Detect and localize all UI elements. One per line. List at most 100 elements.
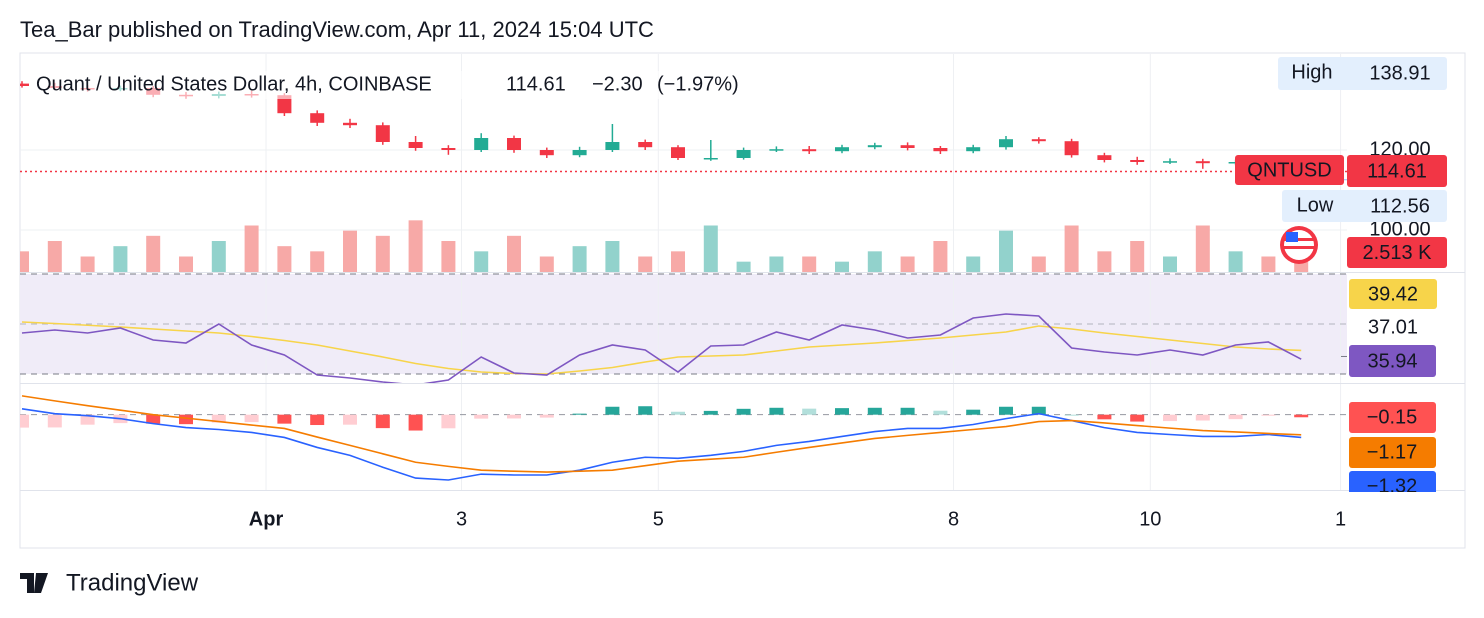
volume-bar	[1228, 251, 1243, 272]
volume-bar	[474, 251, 489, 272]
macd-signal-label-box	[1349, 437, 1436, 468]
macd-histogram-bar	[638, 406, 653, 415]
volume-bar	[933, 241, 948, 272]
high-box	[1278, 57, 1447, 90]
volume-bar	[769, 256, 784, 272]
volume-bar	[835, 261, 849, 272]
volume-bar	[1163, 256, 1177, 272]
macd-signal-label: −1.17	[1367, 441, 1418, 463]
volume-bar	[572, 246, 587, 272]
volume-bar	[1097, 251, 1112, 272]
low-box	[1282, 190, 1447, 222]
volume-bar	[80, 256, 95, 272]
volume-label: 2.513 K	[1363, 242, 1433, 264]
x-tick-label: 10	[1139, 508, 1161, 530]
candle-body	[1097, 155, 1112, 160]
macd-histogram-bar	[1294, 414, 1309, 418]
volume-bar	[507, 235, 521, 272]
candle-body	[507, 138, 521, 150]
low-label: Low	[1297, 194, 1334, 216]
header-price: 114.61	[506, 73, 566, 95]
macd-histogram-bar	[310, 414, 325, 426]
macd-histogram-bar	[933, 410, 948, 415]
volume-bar	[539, 256, 554, 272]
candle-body	[1130, 160, 1145, 162]
macd-histogram-bar	[572, 413, 587, 415]
x-tick-label: 5	[653, 508, 664, 530]
footer-brand: TradingView	[66, 569, 199, 596]
volume-bar	[211, 241, 226, 272]
candle-body	[999, 139, 1013, 148]
volume-bar	[179, 256, 193, 272]
x-tick-label: Apr	[249, 508, 284, 530]
candle-body	[867, 145, 882, 148]
macd-histogram-bar	[605, 406, 620, 415]
volume-bar	[277, 246, 292, 272]
candle-body	[769, 149, 784, 151]
candle-body	[671, 147, 685, 158]
low-value: 112.56	[1370, 195, 1430, 217]
last-price-label-box	[1347, 155, 1447, 187]
y-tick-label: 100.00	[1369, 218, 1430, 240]
volume-bar	[703, 225, 718, 272]
x-tick-label: 3	[456, 508, 467, 530]
macd-pane	[20, 395, 1309, 481]
volume-bar	[1031, 256, 1046, 272]
candle-body	[802, 149, 817, 152]
candle-body	[933, 148, 948, 152]
macd-histogram-bar	[703, 410, 718, 415]
macd-histogram-bar	[179, 414, 193, 425]
volume-bar	[441, 241, 456, 272]
legend-backdrop	[32, 71, 762, 99]
candle-body	[1064, 141, 1079, 156]
macd-histogram-bar	[900, 407, 915, 415]
candle-body	[703, 158, 718, 160]
rsi-label-box	[1349, 345, 1436, 377]
volume-bar	[310, 251, 325, 272]
candle-body	[343, 122, 357, 126]
volume-bar	[343, 230, 357, 272]
last-price-label: 114.61	[1367, 160, 1427, 182]
candle-body	[441, 148, 456, 150]
rsi-line	[21, 313, 1302, 383]
macd-label-box	[1349, 471, 1436, 492]
volume-bar	[1130, 241, 1145, 272]
macd-histogram-bar	[408, 414, 423, 431]
macd-histogram-bar	[474, 414, 489, 419]
volume-bar	[1261, 256, 1276, 272]
candle-body	[638, 142, 653, 148]
price-pane	[20, 81, 1309, 272]
rsi-ma-label-box	[1349, 279, 1437, 309]
macd-histogram-label: −0.15	[1367, 406, 1418, 428]
symbol-label-box	[1235, 155, 1344, 185]
volume-bar	[375, 235, 390, 272]
volume-bar	[20, 251, 29, 272]
candle-body	[572, 150, 587, 156]
y-tick-label: 120.00	[1369, 138, 1430, 160]
macd-histogram-label-box	[1349, 402, 1436, 433]
macd-label: −1.32	[1367, 475, 1418, 497]
candle-body	[1163, 161, 1177, 163]
header-change: −2.30	[592, 73, 643, 95]
volume-label-box	[1347, 237, 1447, 268]
macd-histogram-bar	[671, 411, 685, 415]
macd-histogram-bar	[441, 414, 456, 429]
x-tick-label: 8	[948, 508, 959, 530]
macd-histogram-bar	[1163, 414, 1177, 422]
tradingview-logo: TradingView	[20, 569, 199, 596]
macd-histogram-bar	[1064, 414, 1079, 416]
macd-line	[21, 395, 1302, 473]
macd-histogram-bar	[736, 408, 751, 415]
macd-histogram-bar	[539, 414, 554, 418]
volume-bar	[47, 241, 62, 272]
macd-histogram-bar	[802, 408, 817, 415]
macd-histogram-bar	[999, 406, 1013, 415]
macd-histogram-bar	[244, 414, 259, 423]
macd-histogram-bar	[507, 414, 521, 419]
candle-body	[605, 142, 620, 150]
candle-body	[277, 95, 292, 114]
volume-bar	[736, 261, 751, 272]
volume-bar	[671, 251, 685, 272]
macd-histogram-bar	[769, 407, 784, 415]
